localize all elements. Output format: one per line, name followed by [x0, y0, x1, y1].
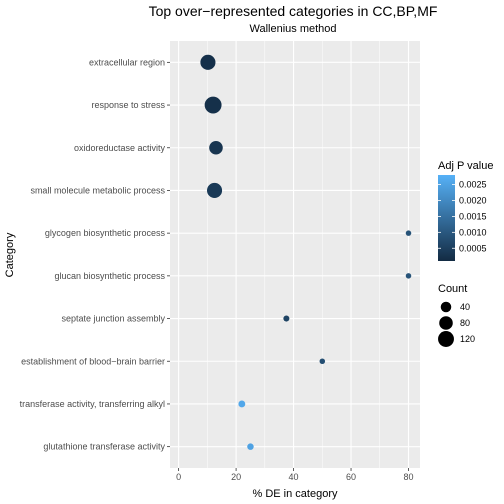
- size-legend-label: 80: [460, 318, 470, 328]
- color-legend-bar: [438, 175, 455, 261]
- data-points: [200, 54, 412, 450]
- plot-panel: [170, 41, 420, 468]
- grid-lines: [170, 41, 420, 468]
- data-point: [283, 315, 290, 322]
- data-point: [247, 443, 254, 450]
- data-point: [206, 182, 223, 198]
- size-legend-key: [440, 301, 452, 313]
- y-tick-label: establishment of blood−brain barrier: [21, 356, 165, 366]
- size-legend-key: [438, 331, 454, 347]
- color-legend-label: 0.0015: [459, 211, 487, 221]
- size-legend-title: Count: [438, 283, 467, 295]
- y-tick-label: glycogen biosynthetic process: [45, 228, 166, 238]
- color-legend-label: 0.0005: [459, 243, 487, 253]
- chart-subtitle: Wallenius method: [249, 23, 336, 35]
- x-axis-tick-labels: 0 20 40 60 80: [176, 468, 414, 482]
- y-tick-label: response to stress: [91, 100, 165, 110]
- color-legend-label: 0.0010: [459, 227, 487, 237]
- x-tick-label: 80: [403, 472, 413, 482]
- size-legend: Count 40 80 120: [438, 283, 475, 347]
- data-point: [319, 358, 326, 365]
- y-tick-label: septate junction assembly: [61, 314, 165, 324]
- x-axis-title: % DE in category: [253, 488, 338, 500]
- x-tick-label: 60: [346, 472, 356, 482]
- data-point: [238, 400, 246, 408]
- color-legend-label: 0.0020: [459, 195, 487, 205]
- y-tick-label: transferase activity, transferring alkyl: [20, 399, 165, 409]
- size-legend-label: 40: [460, 302, 470, 312]
- color-legend-ticks: 0.0025 0.0020 0.0015 0.0010 0.0005: [438, 180, 487, 253]
- color-legend: Adj P value 0.00250.00200.00150.00100.00…: [438, 160, 493, 261]
- size-legend-items: 40 80 120: [438, 301, 475, 347]
- y-tick-label: small molecule metabolic process: [30, 185, 165, 195]
- size-legend-key: [439, 316, 453, 330]
- data-point: [209, 140, 223, 155]
- color-legend-title: Adj P value: [438, 160, 493, 172]
- y-tick-label: glucan biosynthetic process: [54, 271, 165, 281]
- x-tick-label: 0: [176, 472, 181, 482]
- size-legend-label: 120: [460, 334, 475, 344]
- y-tick-label: oxidoreductase activity: [74, 143, 166, 153]
- y-axis-title: Category: [4, 232, 16, 277]
- data-point: [405, 230, 412, 236]
- data-point: [204, 96, 222, 114]
- y-axis-tick-labels: extracellular region response to stress ox…: [20, 57, 170, 452]
- y-tick-label: glutathione transferase activity: [43, 442, 165, 452]
- y-tick-label: extracellular region: [89, 57, 165, 67]
- color-legend-label: 0.0025: [459, 180, 487, 190]
- data-point: [405, 273, 412, 279]
- x-tick-label: 40: [289, 472, 299, 482]
- chart-title: Top over−represented categories in CC,BP…: [149, 3, 438, 19]
- data-point: [200, 54, 216, 70]
- x-tick-label: 20: [231, 472, 241, 482]
